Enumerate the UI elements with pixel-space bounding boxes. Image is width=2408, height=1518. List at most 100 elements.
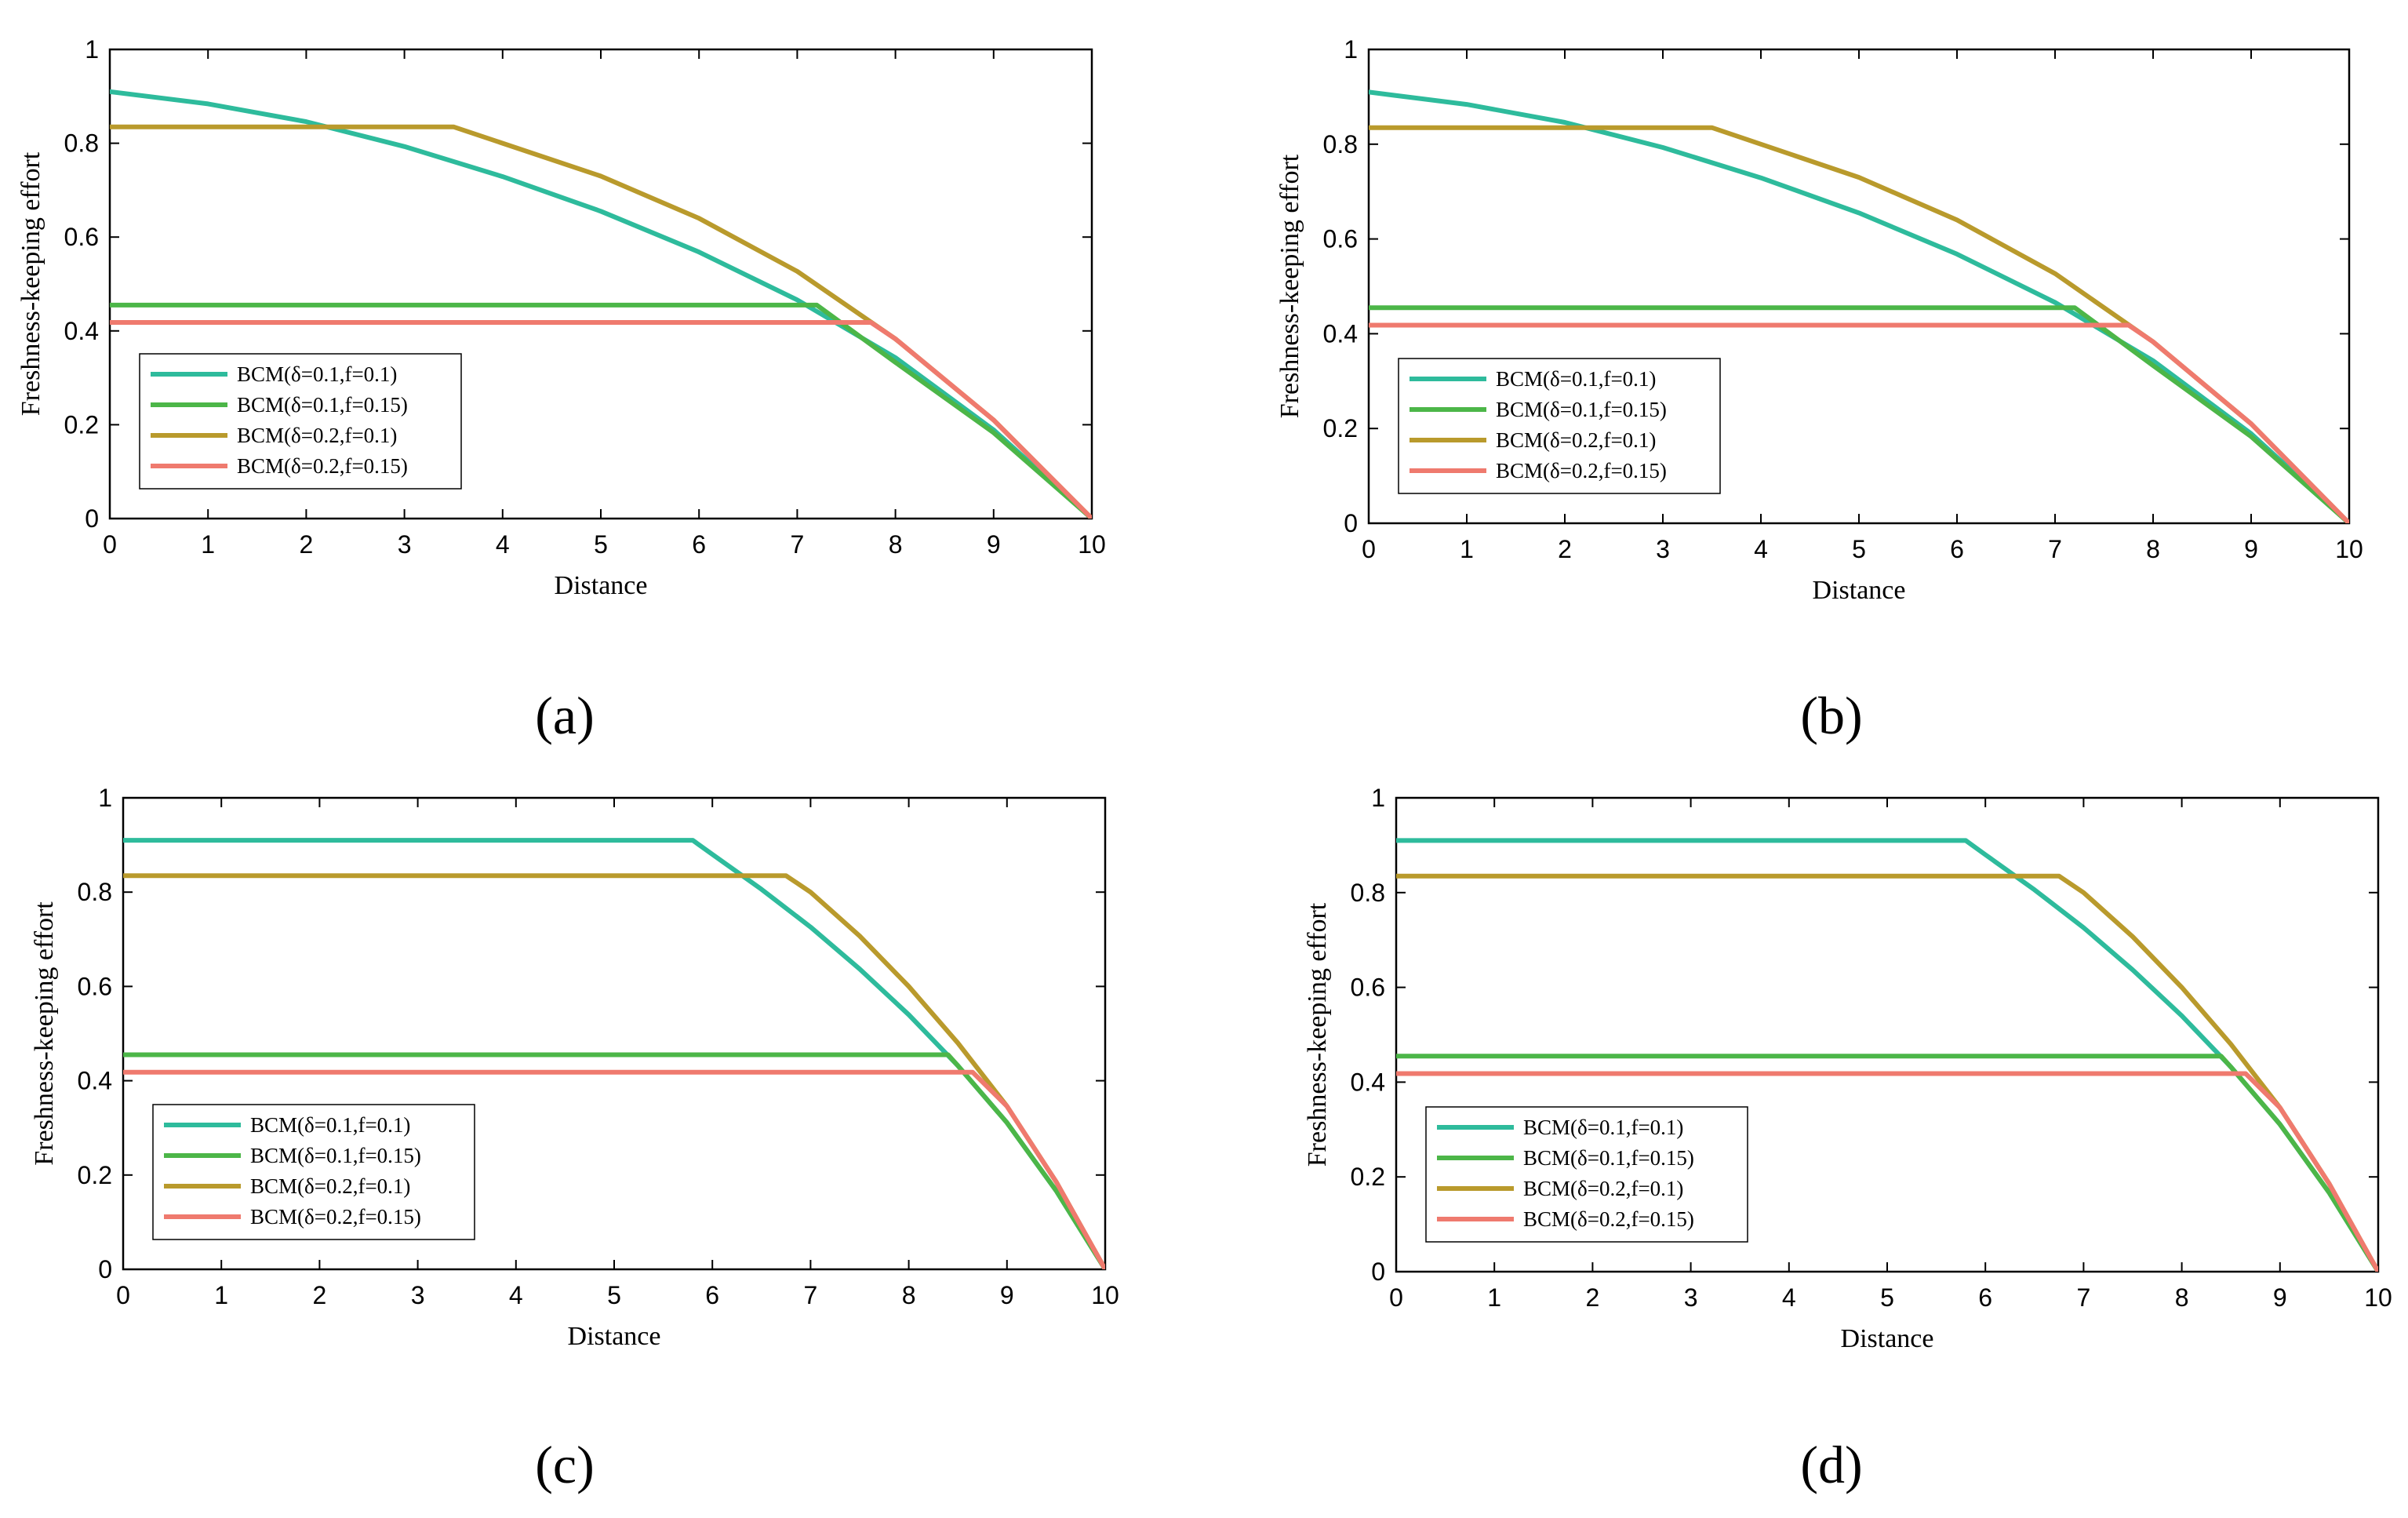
y-tick-label: 0 (85, 504, 99, 533)
x-axis-title: Distance (1813, 576, 1906, 605)
series-line (1396, 1054, 2378, 1272)
x-tick-label: 0 (1389, 1283, 1403, 1312)
y-tick-label: 1 (98, 784, 112, 812)
chart-panel: 0 1 2 3 4 5 6 7 8 9 10 0 0.2 0.4 0.6 0.8 1 Distance Freshn… (16, 35, 1106, 745)
x-tick-label: 7 (791, 530, 805, 559)
x-tick-label: 0 (116, 1281, 130, 1309)
x-tick-label: 8 (2175, 1283, 2189, 1312)
x-tick-label: 9 (2244, 535, 2258, 563)
x-tick-label: 6 (1950, 535, 1964, 563)
y-tick-label: 0 (1371, 1258, 1385, 1286)
x-tick-label: 2 (1586, 1283, 1600, 1312)
x-tick-label: 4 (1782, 1283, 1796, 1312)
x-tick-label: 3 (411, 1281, 425, 1309)
x-tick-label: 5 (1852, 535, 1866, 563)
legend: BCM(δ=0.1,f=0.1) BCM(δ=0.1,f=0.15) BCM(δ=0… (1398, 358, 1721, 494)
x-tick-label: 7 (804, 1281, 818, 1309)
legend-entry: BCM(δ=0.2,f=0.1) (250, 1174, 410, 1198)
x-axis-title: Distance (555, 571, 648, 600)
x-tick-label: 7 (2077, 1283, 2091, 1312)
x-tick-label: 10 (2364, 1283, 2392, 1312)
x-tick-label: 1 (201, 530, 215, 559)
legend-entry: BCM(δ=0.2,f=0.1) (237, 424, 397, 447)
x-tick-label: 5 (607, 1281, 621, 1309)
y-axis-title: Freshness-keeping effort (1303, 902, 1332, 1167)
legend-entry: BCM(δ=0.2,f=0.1) (1496, 428, 1656, 452)
x-axis-title: Distance (568, 1322, 661, 1351)
y-tick-label: 1 (1344, 35, 1358, 64)
panel-label: (c) (535, 1435, 594, 1494)
y-tick-label: 0.4 (78, 1067, 112, 1095)
x-tick-label: 8 (2146, 535, 2160, 563)
x-tick-label: 10 (1078, 530, 1106, 559)
y-tick-label: 0.8 (78, 878, 112, 906)
chart-panel: 0 1 2 3 4 5 6 7 8 9 10 0 0.2 0.4 0.6 0.8 1 Distance Freshn… (1275, 35, 2363, 745)
x-tick-label: 0 (103, 530, 117, 559)
legend-entry: BCM(δ=0.1,f=0.15) (1523, 1146, 1694, 1170)
x-tick-label: 3 (1684, 1283, 1698, 1312)
legend-entry: BCM(δ=0.1,f=0.15) (1496, 398, 1667, 421)
x-tick-label: 2 (313, 1281, 327, 1309)
x-tick-label: 1 (1460, 535, 1474, 563)
x-tick-label: 9 (1000, 1281, 1014, 1309)
x-tick-label: 2 (1558, 535, 1572, 563)
y-tick-label: 0.8 (64, 129, 99, 158)
y-tick-label: 0.6 (1323, 225, 1358, 253)
series-line (110, 89, 1092, 519)
x-tick-label: 7 (2048, 535, 2062, 563)
legend-entry: BCM(δ=0.1,f=0.15) (237, 393, 408, 417)
x-tick-label: 5 (594, 530, 608, 559)
y-axis-title: Freshness-keeping effort (30, 901, 59, 1166)
series-line (110, 320, 1092, 519)
y-tick-label: 0.4 (1351, 1068, 1385, 1096)
panel-label: (a) (535, 686, 594, 745)
x-tick-label: 6 (705, 1281, 719, 1309)
legend-entry: BCM(δ=0.2,f=0.15) (1523, 1207, 1694, 1231)
panel-label: (b) (1800, 686, 1862, 745)
y-tick-label: 0.8 (1323, 130, 1358, 158)
y-tick-label: 0.2 (64, 410, 99, 439)
series-line (1369, 89, 2349, 523)
series-line (1369, 322, 2349, 523)
x-tick-label: 1 (1487, 1283, 1501, 1312)
chart-panel: 0 1 2 3 4 5 6 7 8 9 10 0 0.2 0.4 0.6 0.8 1 Distance Freshn… (1303, 784, 2392, 1494)
series-line (1369, 305, 2349, 523)
y-axis-title: Freshness-keeping effort (1275, 154, 1304, 418)
x-tick-label: 4 (1754, 535, 1768, 563)
x-tick-label: 10 (2335, 535, 2363, 563)
legend-entry: BCM(δ=0.1,f=0.1) (1523, 1116, 1683, 1139)
legend-entry: BCM(δ=0.2,f=0.15) (237, 454, 408, 478)
y-tick-label: 0.6 (78, 972, 112, 1000)
legend-entry: BCM(δ=0.1,f=0.15) (250, 1144, 421, 1167)
y-tick-label: 0.2 (1323, 414, 1358, 442)
legend: BCM(δ=0.1,f=0.1) BCM(δ=0.1,f=0.15) BCM(δ=0… (139, 353, 462, 490)
y-tick-label: 1 (1371, 784, 1385, 812)
y-tick-label: 0.4 (64, 317, 99, 345)
x-tick-label: 3 (1656, 535, 1670, 563)
x-tick-label: 4 (509, 1281, 523, 1309)
series-line (123, 1069, 1105, 1269)
series-line (123, 1052, 1105, 1269)
x-axis-title: Distance (1841, 1324, 1934, 1353)
legend-entry: BCM(δ=0.2,f=0.1) (1523, 1177, 1683, 1200)
legend: BCM(δ=0.1,f=0.1) BCM(δ=0.1,f=0.15) BCM(δ=0… (1425, 1106, 1748, 1243)
x-tick-label: 5 (1880, 1283, 1894, 1312)
y-tick-label: 0 (98, 1255, 112, 1283)
series-line (1396, 1071, 2378, 1272)
panel-label: (d) (1800, 1435, 1862, 1494)
y-tick-label: 0.2 (78, 1161, 112, 1189)
x-tick-label: 1 (214, 1281, 228, 1309)
legend-entry: BCM(δ=0.1,f=0.1) (250, 1113, 410, 1137)
legend-entry: BCM(δ=0.2,f=0.15) (250, 1205, 421, 1229)
x-tick-label: 8 (902, 1281, 916, 1309)
x-tick-label: 0 (1362, 535, 1376, 563)
y-tick-label: 0 (1344, 509, 1358, 537)
x-tick-label: 10 (1091, 1281, 1119, 1309)
series-line (110, 302, 1092, 519)
y-tick-label: 0.4 (1323, 319, 1358, 348)
legend-entry: BCM(δ=0.2,f=0.15) (1496, 459, 1667, 482)
x-tick-label: 2 (300, 530, 314, 559)
x-tick-label: 6 (1978, 1283, 1992, 1312)
x-tick-label: 6 (692, 530, 706, 559)
